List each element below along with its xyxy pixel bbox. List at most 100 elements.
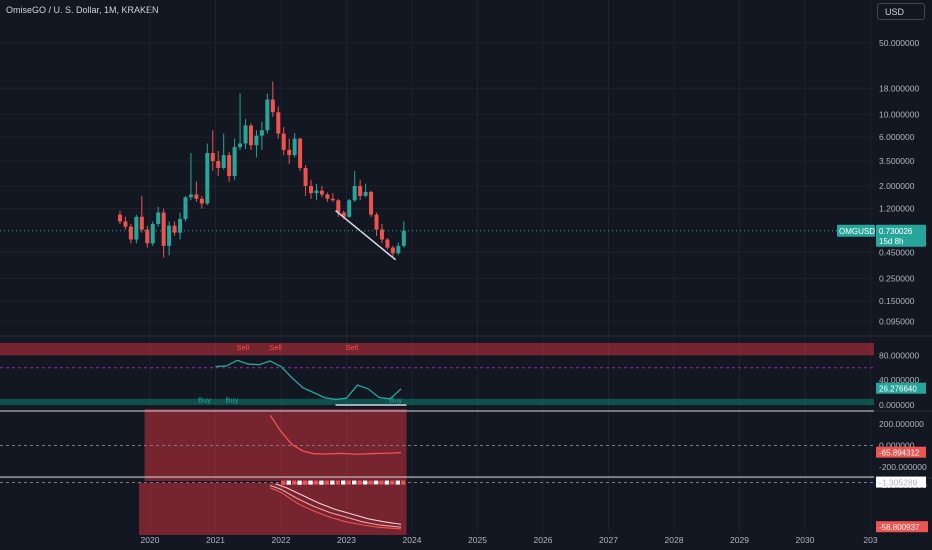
histogram-bar bbox=[368, 480, 373, 485]
trendline[interactable] bbox=[335, 209, 397, 261]
histogram-bar bbox=[346, 480, 351, 485]
candle-body[interactable] bbox=[358, 185, 363, 196]
time-axis-tick-label: 2022 bbox=[272, 535, 291, 545]
candle-body[interactable] bbox=[205, 152, 210, 204]
histogram-bar bbox=[335, 480, 341, 485]
candle-body[interactable] bbox=[188, 194, 193, 198]
candle-body[interactable] bbox=[216, 161, 221, 168]
candle-body[interactable] bbox=[309, 185, 314, 194]
symbol-badge bbox=[837, 224, 875, 237]
currency-selector-button[interactable]: USD bbox=[877, 3, 925, 20]
momentum-line[interactable] bbox=[269, 414, 402, 455]
candle-body[interactable] bbox=[238, 143, 243, 148]
oscillator-zone-band bbox=[0, 398, 874, 406]
histogram-bar bbox=[357, 480, 362, 485]
candle-body[interactable] bbox=[167, 225, 172, 246]
deviation-last-value-2: -58.800937 bbox=[879, 523, 920, 532]
candle-body[interactable] bbox=[330, 198, 335, 201]
deviation-line[interactable] bbox=[275, 483, 402, 525]
candle-body[interactable] bbox=[298, 138, 303, 168]
oscillator-last-value: 26.276640 bbox=[879, 385, 917, 394]
momentum-axis-tick-label: 0.000000 bbox=[879, 441, 915, 451]
candle-body[interactable] bbox=[390, 247, 395, 254]
candle-body[interactable] bbox=[178, 219, 183, 233]
candle-body[interactable] bbox=[139, 216, 144, 230]
candle-body[interactable] bbox=[145, 229, 150, 244]
candle-body[interactable] bbox=[134, 216, 139, 240]
histogram-bar bbox=[384, 480, 390, 485]
candle-body[interactable] bbox=[259, 130, 264, 136]
candle-body[interactable] bbox=[199, 198, 204, 204]
candle-body[interactable] bbox=[281, 133, 286, 150]
candle-body[interactable] bbox=[276, 112, 281, 134]
oscillator-axis-tick-label: 80.000000 bbox=[879, 350, 919, 360]
time-axis-tick-label: 2021 bbox=[206, 535, 225, 545]
histogram-bar bbox=[395, 480, 401, 485]
momentum-last-value: -65.894312 bbox=[879, 449, 920, 458]
oscillator-zone-band bbox=[0, 342, 874, 356]
oscillator-value-badge bbox=[876, 382, 926, 394]
deviation-line[interactable] bbox=[269, 487, 402, 530]
candle-body[interactable] bbox=[363, 191, 368, 196]
deviation-shaded-region bbox=[139, 483, 407, 535]
candle-body[interactable] bbox=[347, 200, 352, 217]
oscillator-axis-tick-label: 0.000000 bbox=[879, 400, 915, 410]
candle-body[interactable] bbox=[243, 125, 248, 144]
deviation-value-badge bbox=[876, 476, 926, 488]
candle-body[interactable] bbox=[254, 135, 259, 146]
candle-body[interactable] bbox=[270, 99, 275, 113]
candle-body[interactable] bbox=[161, 212, 166, 246]
candle-body[interactable] bbox=[401, 230, 406, 246]
price-axis-tick-label: 10.000000 bbox=[879, 109, 919, 119]
time-axis-tick-label: 2028 bbox=[665, 535, 684, 545]
candle-body[interactable] bbox=[374, 214, 379, 230]
candle-body[interactable] bbox=[352, 185, 357, 201]
candle-body[interactable] bbox=[232, 147, 237, 177]
candle-body[interactable] bbox=[123, 221, 128, 227]
deviation-line[interactable] bbox=[269, 484, 402, 528]
candle-body[interactable] bbox=[221, 155, 226, 168]
price-axis-tick-label: 1.200000 bbox=[879, 204, 915, 214]
candle-body[interactable] bbox=[385, 239, 390, 248]
histogram-bar bbox=[373, 480, 379, 485]
histogram-bar bbox=[286, 480, 291, 485]
candle-body[interactable] bbox=[341, 212, 346, 217]
candle-body[interactable] bbox=[210, 152, 215, 162]
histogram-bar bbox=[313, 480, 319, 485]
histogram-bar bbox=[308, 480, 313, 485]
signal-label-sell: Sell bbox=[346, 343, 359, 352]
momentum-axis-tick-label: 200.000000 bbox=[879, 419, 924, 429]
candle-body[interactable] bbox=[319, 190, 324, 195]
candle-body[interactable] bbox=[287, 149, 292, 156]
candle-body[interactable] bbox=[379, 229, 384, 240]
deviation-value-badge-2 bbox=[876, 521, 928, 533]
candle-body[interactable] bbox=[150, 224, 155, 244]
candle-body[interactable] bbox=[194, 194, 199, 199]
candle-body[interactable] bbox=[303, 167, 308, 186]
candle-body[interactable] bbox=[227, 155, 232, 177]
candle-body[interactable] bbox=[292, 138, 297, 156]
candle-body[interactable] bbox=[369, 191, 374, 215]
histogram-bar bbox=[330, 480, 335, 485]
candle-body[interactable] bbox=[156, 212, 161, 225]
candle-body[interactable] bbox=[336, 200, 341, 213]
candle-body[interactable] bbox=[172, 225, 177, 233]
candle-body[interactable] bbox=[314, 190, 319, 194]
oscillator-line[interactable] bbox=[215, 359, 402, 401]
histogram-bar bbox=[297, 480, 302, 485]
chart-title: OmiseGO / U. S. Dollar, 1M, KRAKEN bbox=[6, 5, 159, 15]
candle-body[interactable] bbox=[248, 125, 253, 146]
candle-body[interactable] bbox=[183, 197, 188, 220]
signal-label-sell: Sell bbox=[237, 343, 250, 352]
signal-label-buy: Buy bbox=[225, 396, 238, 405]
candle-body[interactable] bbox=[117, 214, 122, 222]
histogram-bar bbox=[351, 480, 357, 485]
candle-body[interactable] bbox=[265, 99, 270, 131]
candle-body[interactable] bbox=[128, 226, 133, 240]
signal-label-sell: Sell bbox=[269, 343, 282, 352]
candle-body[interactable] bbox=[325, 194, 330, 199]
time-axis-tick-label: 203 bbox=[863, 535, 877, 545]
momentum-value-badge bbox=[876, 446, 926, 458]
candle-body[interactable] bbox=[396, 245, 401, 254]
